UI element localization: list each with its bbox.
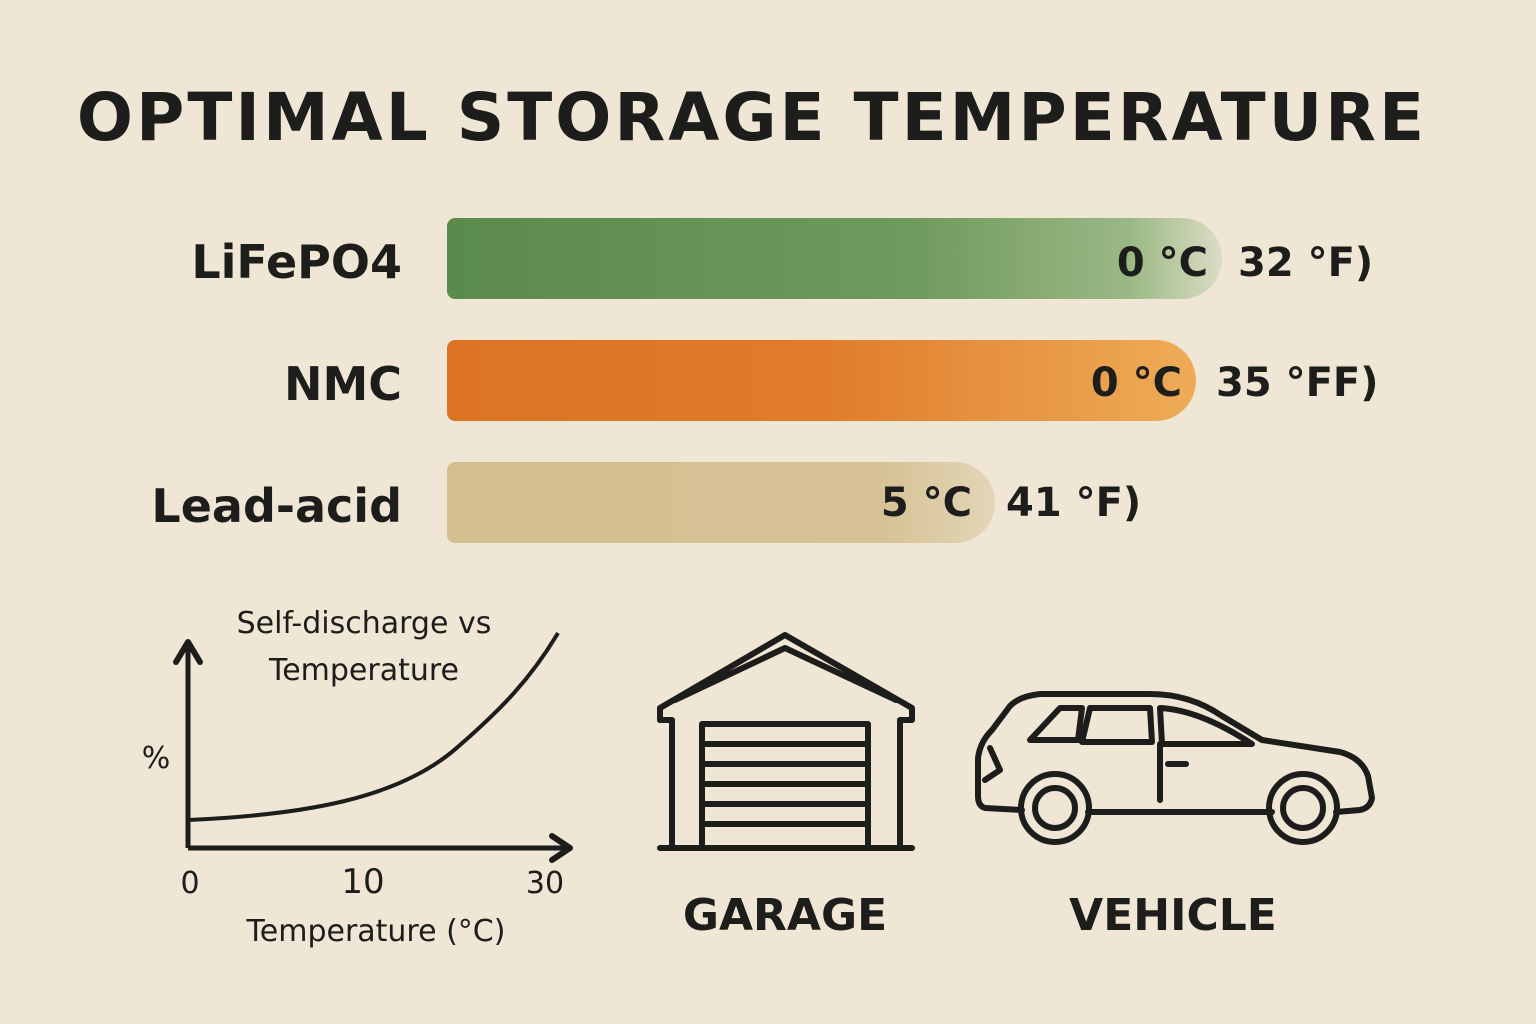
- celsius: 0 °C: [1117, 240, 1208, 286]
- graph-title: Self-discharge vs: [237, 606, 492, 641]
- vehicle-icon: [975, 691, 1375, 845]
- bar: [447, 462, 995, 543]
- y-label: %: [142, 741, 171, 776]
- graph: Self-discharge vs Temperature % 0 10 30 …: [142, 606, 573, 949]
- battery-name: NMC: [284, 357, 402, 411]
- x-tick-label: 10: [341, 862, 384, 902]
- location-label: VEHICLE: [1069, 890, 1277, 941]
- fahrenheit: 32 °F): [1238, 240, 1373, 286]
- bar: [447, 340, 1196, 421]
- x-tick-label: 0: [180, 866, 199, 901]
- battery-name: Lead-acid: [151, 479, 402, 533]
- x-label: Temperature (°C): [246, 914, 506, 949]
- bar: [447, 218, 1222, 299]
- battery-name: LiFePO4: [191, 235, 402, 289]
- arrow: [173, 639, 203, 665]
- location-label: GARAGE: [683, 890, 887, 941]
- title: OPTIMAL STORAGE TEMPERATURE: [77, 79, 1427, 156]
- fahrenheit: 41 °F): [1006, 480, 1141, 526]
- graph-title: Temperature: [268, 653, 459, 688]
- celsius: 5 °C: [881, 480, 972, 526]
- curve: [187, 631, 560, 822]
- garage-icon: [657, 632, 915, 851]
- arrow: [549, 833, 573, 863]
- x-tick-label: 30: [526, 866, 564, 901]
- celsius: 0 °C: [1091, 360, 1182, 406]
- fahrenheit: 35 °FF): [1216, 360, 1379, 406]
